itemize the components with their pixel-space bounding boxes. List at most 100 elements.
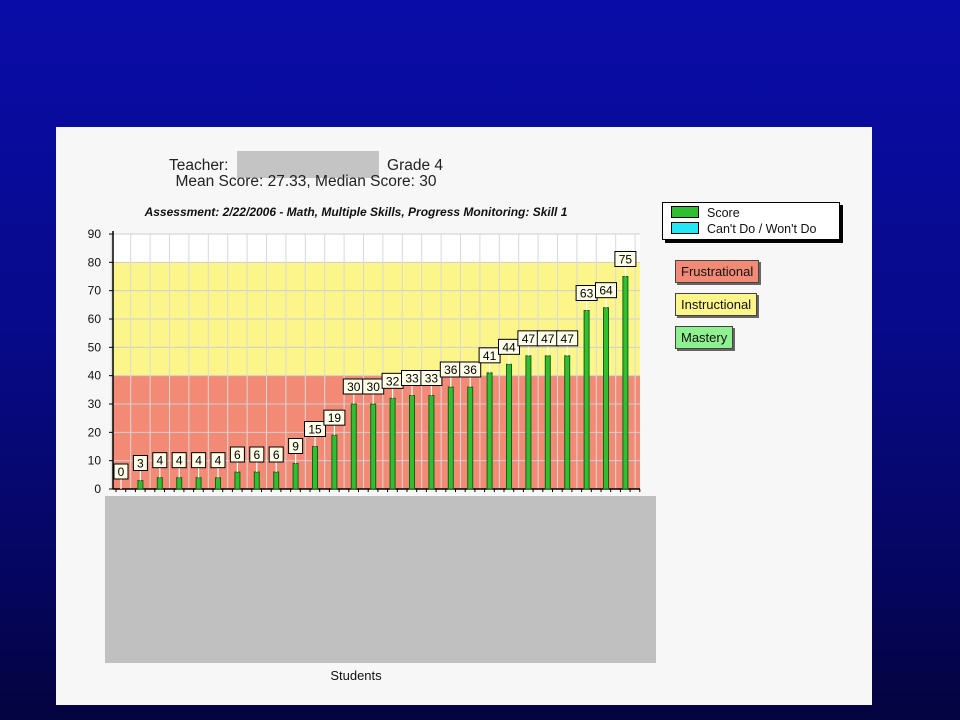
bar-student-9: [273, 471, 280, 490]
legend-swatch-cant-do: [671, 222, 699, 234]
data-label-27: 75: [619, 253, 633, 267]
legend-label-cant-do: Can't Do / Won't Do: [707, 222, 817, 236]
bar-student-3: [156, 477, 163, 490]
data-label-box-3: [152, 452, 168, 469]
teacher-name-redacted: [236, 151, 379, 178]
data-label-25: 63: [580, 287, 594, 301]
y-tick-label-80: 80: [88, 255, 102, 269]
bar-student-18: [447, 386, 454, 490]
bar-student-27: [622, 276, 629, 490]
data-label-box-2: [132, 455, 148, 471]
x-axis-label: Students: [330, 668, 382, 683]
data-label-12: 19: [328, 411, 342, 425]
y-tick-label-30: 30: [88, 397, 102, 411]
bar-student-12: [331, 434, 338, 490]
bar-student-23: [544, 355, 551, 490]
bar-student-14: [370, 403, 377, 490]
data-label-7: 6: [234, 448, 241, 462]
data-label-13: 30: [347, 380, 361, 394]
bar-student-21: [506, 363, 512, 490]
data-label-21: 44: [502, 340, 516, 354]
data-label-box-7: [229, 446, 245, 463]
teacher-line: Teacher: Grade 4: [56, 151, 556, 178]
bar-student-15: [389, 397, 396, 490]
y-tick-label-40: 40: [88, 369, 102, 383]
bar-student-25: [583, 310, 590, 490]
data-label-box-12: [323, 409, 346, 426]
frustrational-band-button[interactable]: Frustrational: [675, 260, 760, 283]
data-label-box-9: [268, 446, 284, 463]
score-stats: Mean Score: 27.33, Median Score: 30: [175, 173, 437, 190]
data-label-box-27: [614, 251, 637, 267]
data-label-10: 9: [292, 440, 299, 454]
data-label-box-20: [478, 347, 501, 364]
bar-student-16: [409, 395, 415, 490]
legend-item-cant-do: Can't Do / Won't Do: [671, 222, 816, 236]
bar-student-5: [195, 477, 202, 490]
mastery-band-button[interactable]: Mastery: [675, 326, 734, 349]
legend-label-score: Score: [707, 206, 740, 220]
y-tick-label-60: 60: [88, 312, 102, 326]
data-label-5: 4: [195, 454, 202, 468]
data-label-18: 36: [444, 363, 458, 377]
data-label-15: 32: [386, 374, 400, 388]
data-label-14: 30: [367, 380, 381, 394]
bar-student-8: [253, 471, 260, 490]
y-tick-label-20: 20: [88, 425, 102, 439]
data-label-9: 6: [273, 448, 280, 462]
bar-student-24: [564, 355, 571, 490]
data-label-22: 47: [522, 332, 536, 346]
data-label-box-19: [459, 361, 482, 378]
data-label-11: 15: [308, 423, 322, 437]
teacher-label: Teacher:: [168, 157, 229, 174]
data-label-8: 6: [253, 448, 260, 462]
data-label-6: 4: [215, 454, 222, 468]
bar-student-11: [312, 446, 318, 490]
data-label-box-5: [191, 452, 207, 469]
data-label-box-21: [498, 338, 520, 355]
legend-item-score: Score: [671, 206, 740, 220]
data-label-23: 47: [541, 332, 555, 346]
y-tick-label-90: 90: [88, 227, 102, 241]
y-tick-label-50: 50: [88, 340, 102, 354]
bar-student-22: [525, 355, 532, 490]
bar-student-20: [486, 372, 493, 490]
bar-student-26: [603, 307, 609, 490]
bar-student-13: [350, 403, 357, 490]
legend-swatch-score: [671, 206, 699, 218]
student-names-redacted: [105, 496, 656, 663]
data-label-24: 47: [561, 332, 575, 346]
grade-label: Grade 4: [387, 157, 444, 174]
y-tick-label-70: 70: [88, 284, 102, 298]
data-label-box-24: [556, 330, 579, 347]
bar-student-6: [215, 477, 221, 490]
bar-student-7: [234, 471, 241, 490]
data-label-20: 41: [483, 349, 497, 363]
data-label-box-26: [595, 282, 617, 299]
data-label-19: 36: [464, 363, 478, 377]
data-label-17: 33: [425, 372, 439, 386]
chart-title: Assessment: 2/22/2006 - Math, Multiple S…: [144, 205, 568, 219]
data-label-1: 0: [118, 465, 125, 479]
bar-student-19: [467, 386, 474, 490]
bar-student-4: [176, 477, 183, 490]
data-label-box-11: [304, 421, 326, 437]
data-label-26: 64: [599, 284, 613, 298]
data-label-box-17: [420, 370, 443, 386]
bar-student-2: [137, 480, 144, 490]
data-label-box-4: [171, 452, 187, 469]
report-panel: Teacher: Grade 4 Mean Score: 27.33, Medi…: [56, 127, 872, 705]
data-label-box-8: [249, 446, 265, 463]
data-label-4: 4: [176, 454, 183, 468]
chart-legend: Score Can't Do / Won't Do: [662, 202, 840, 240]
y-tick-label-10: 10: [88, 454, 102, 468]
data-label-3: 4: [156, 454, 163, 468]
data-label-2: 3: [137, 457, 144, 471]
y-tick-label-0: 0: [94, 482, 101, 496]
bar-student-17: [428, 395, 435, 490]
instructional-band-button[interactable]: Instructional: [675, 293, 758, 316]
data-label-16: 33: [405, 372, 419, 386]
data-label-box-6: [210, 452, 226, 469]
data-label-box-10: [288, 438, 304, 454]
